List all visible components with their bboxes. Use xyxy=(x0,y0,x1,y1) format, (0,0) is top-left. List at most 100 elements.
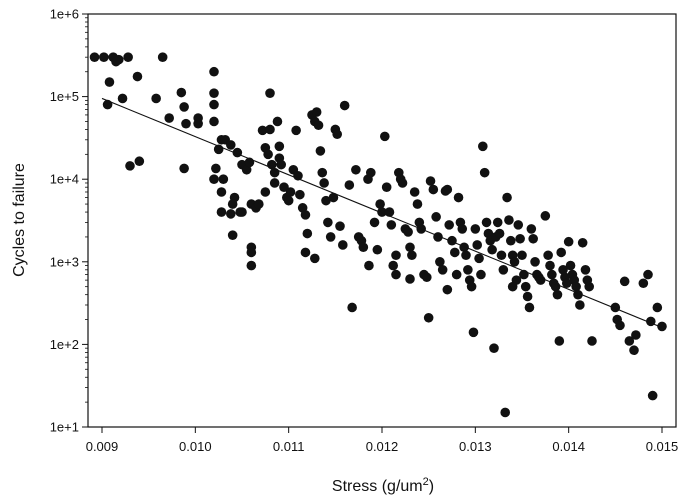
data-point xyxy=(285,187,296,197)
data-point xyxy=(265,124,275,135)
data-point xyxy=(428,184,439,195)
y-tick-label: 1e+3 xyxy=(50,254,79,269)
data-point xyxy=(520,281,531,292)
data-point xyxy=(132,71,143,82)
data-point xyxy=(104,77,115,87)
x-axis-title-end: ) xyxy=(429,478,434,495)
y-tick-label: 1e+1 xyxy=(50,420,79,435)
x-tick-label: 0.010 xyxy=(179,439,212,454)
trend-line xyxy=(101,97,663,329)
data-point xyxy=(425,176,436,186)
data-point xyxy=(442,184,453,195)
data-point xyxy=(125,161,135,171)
data-point xyxy=(209,174,219,184)
data-point xyxy=(545,260,555,271)
data-point xyxy=(587,336,597,346)
data-point xyxy=(451,269,462,280)
data-point xyxy=(321,195,331,206)
data-point xyxy=(89,52,100,62)
data-point xyxy=(528,233,538,244)
data-point xyxy=(450,247,460,258)
data-point xyxy=(631,330,641,340)
x-axis-title: Stress (g/um2) xyxy=(332,476,434,495)
data-point xyxy=(509,257,520,267)
data-point xyxy=(391,250,401,261)
data-point xyxy=(276,159,287,170)
data-point xyxy=(577,237,588,248)
y-axis-title: Cycles to failure xyxy=(11,163,28,277)
data-point xyxy=(461,250,471,261)
data-point xyxy=(372,244,383,255)
data-point xyxy=(515,233,525,244)
data-point xyxy=(453,192,464,203)
data-point xyxy=(344,180,355,190)
data-point xyxy=(530,257,540,267)
data-point xyxy=(547,269,557,280)
data-point xyxy=(176,87,187,98)
data-point xyxy=(335,221,345,231)
data-point xyxy=(554,336,565,346)
data-point xyxy=(580,265,591,275)
data-point xyxy=(552,289,563,300)
data-point xyxy=(274,141,285,152)
data-point xyxy=(562,278,572,289)
data-point xyxy=(157,52,168,62)
x-axis: 0.009 0.010 0.011 0.012 0.013 0.014 0.015 xyxy=(86,427,678,454)
data-point xyxy=(358,242,369,253)
data-point xyxy=(209,88,219,98)
x-tick-label: 0.015 xyxy=(646,439,678,454)
y-tick-label: 1e+5 xyxy=(50,89,79,104)
data-point xyxy=(502,192,512,203)
x-tick-label: 0.012 xyxy=(366,439,399,454)
data-point xyxy=(291,125,301,136)
data-point xyxy=(615,320,625,331)
data-point xyxy=(571,281,581,292)
data-point xyxy=(489,343,499,353)
data-point xyxy=(470,224,481,234)
data-point xyxy=(487,244,497,255)
data-point xyxy=(524,302,535,313)
data-point xyxy=(226,209,236,219)
x-tick-label: 0.009 xyxy=(86,439,119,454)
data-point xyxy=(474,253,484,264)
data-point xyxy=(619,276,630,287)
data-point xyxy=(216,207,227,217)
data-point xyxy=(468,327,479,338)
data-point xyxy=(375,199,385,209)
data-point xyxy=(405,274,415,284)
data-point xyxy=(209,116,219,127)
data-point xyxy=(338,240,348,250)
data-point xyxy=(193,118,203,129)
data-point xyxy=(237,207,247,217)
data-point xyxy=(111,56,121,67)
data-point xyxy=(657,321,667,332)
data-point xyxy=(123,52,133,62)
data-point xyxy=(323,217,333,228)
data-point xyxy=(629,345,639,356)
data-point xyxy=(317,167,328,178)
data-point xyxy=(311,107,322,117)
plot-area xyxy=(87,13,677,428)
data-point xyxy=(257,125,268,136)
data-point xyxy=(218,174,229,184)
data-point xyxy=(380,131,390,142)
data-point xyxy=(313,120,324,131)
data-point xyxy=(151,93,161,104)
data-point xyxy=(369,217,380,228)
data-point xyxy=(507,281,518,292)
data-point xyxy=(407,250,417,261)
data-point xyxy=(272,116,283,127)
data-point xyxy=(558,265,568,275)
data-point xyxy=(310,253,320,264)
data-point xyxy=(500,407,511,418)
data-point xyxy=(253,199,264,209)
data-point xyxy=(181,118,191,129)
data-point xyxy=(260,187,271,197)
data-point xyxy=(563,236,574,247)
data-point xyxy=(423,312,434,323)
data-point xyxy=(498,265,509,275)
data-point xyxy=(504,215,514,225)
data-point xyxy=(117,93,128,104)
data-point xyxy=(624,336,635,346)
